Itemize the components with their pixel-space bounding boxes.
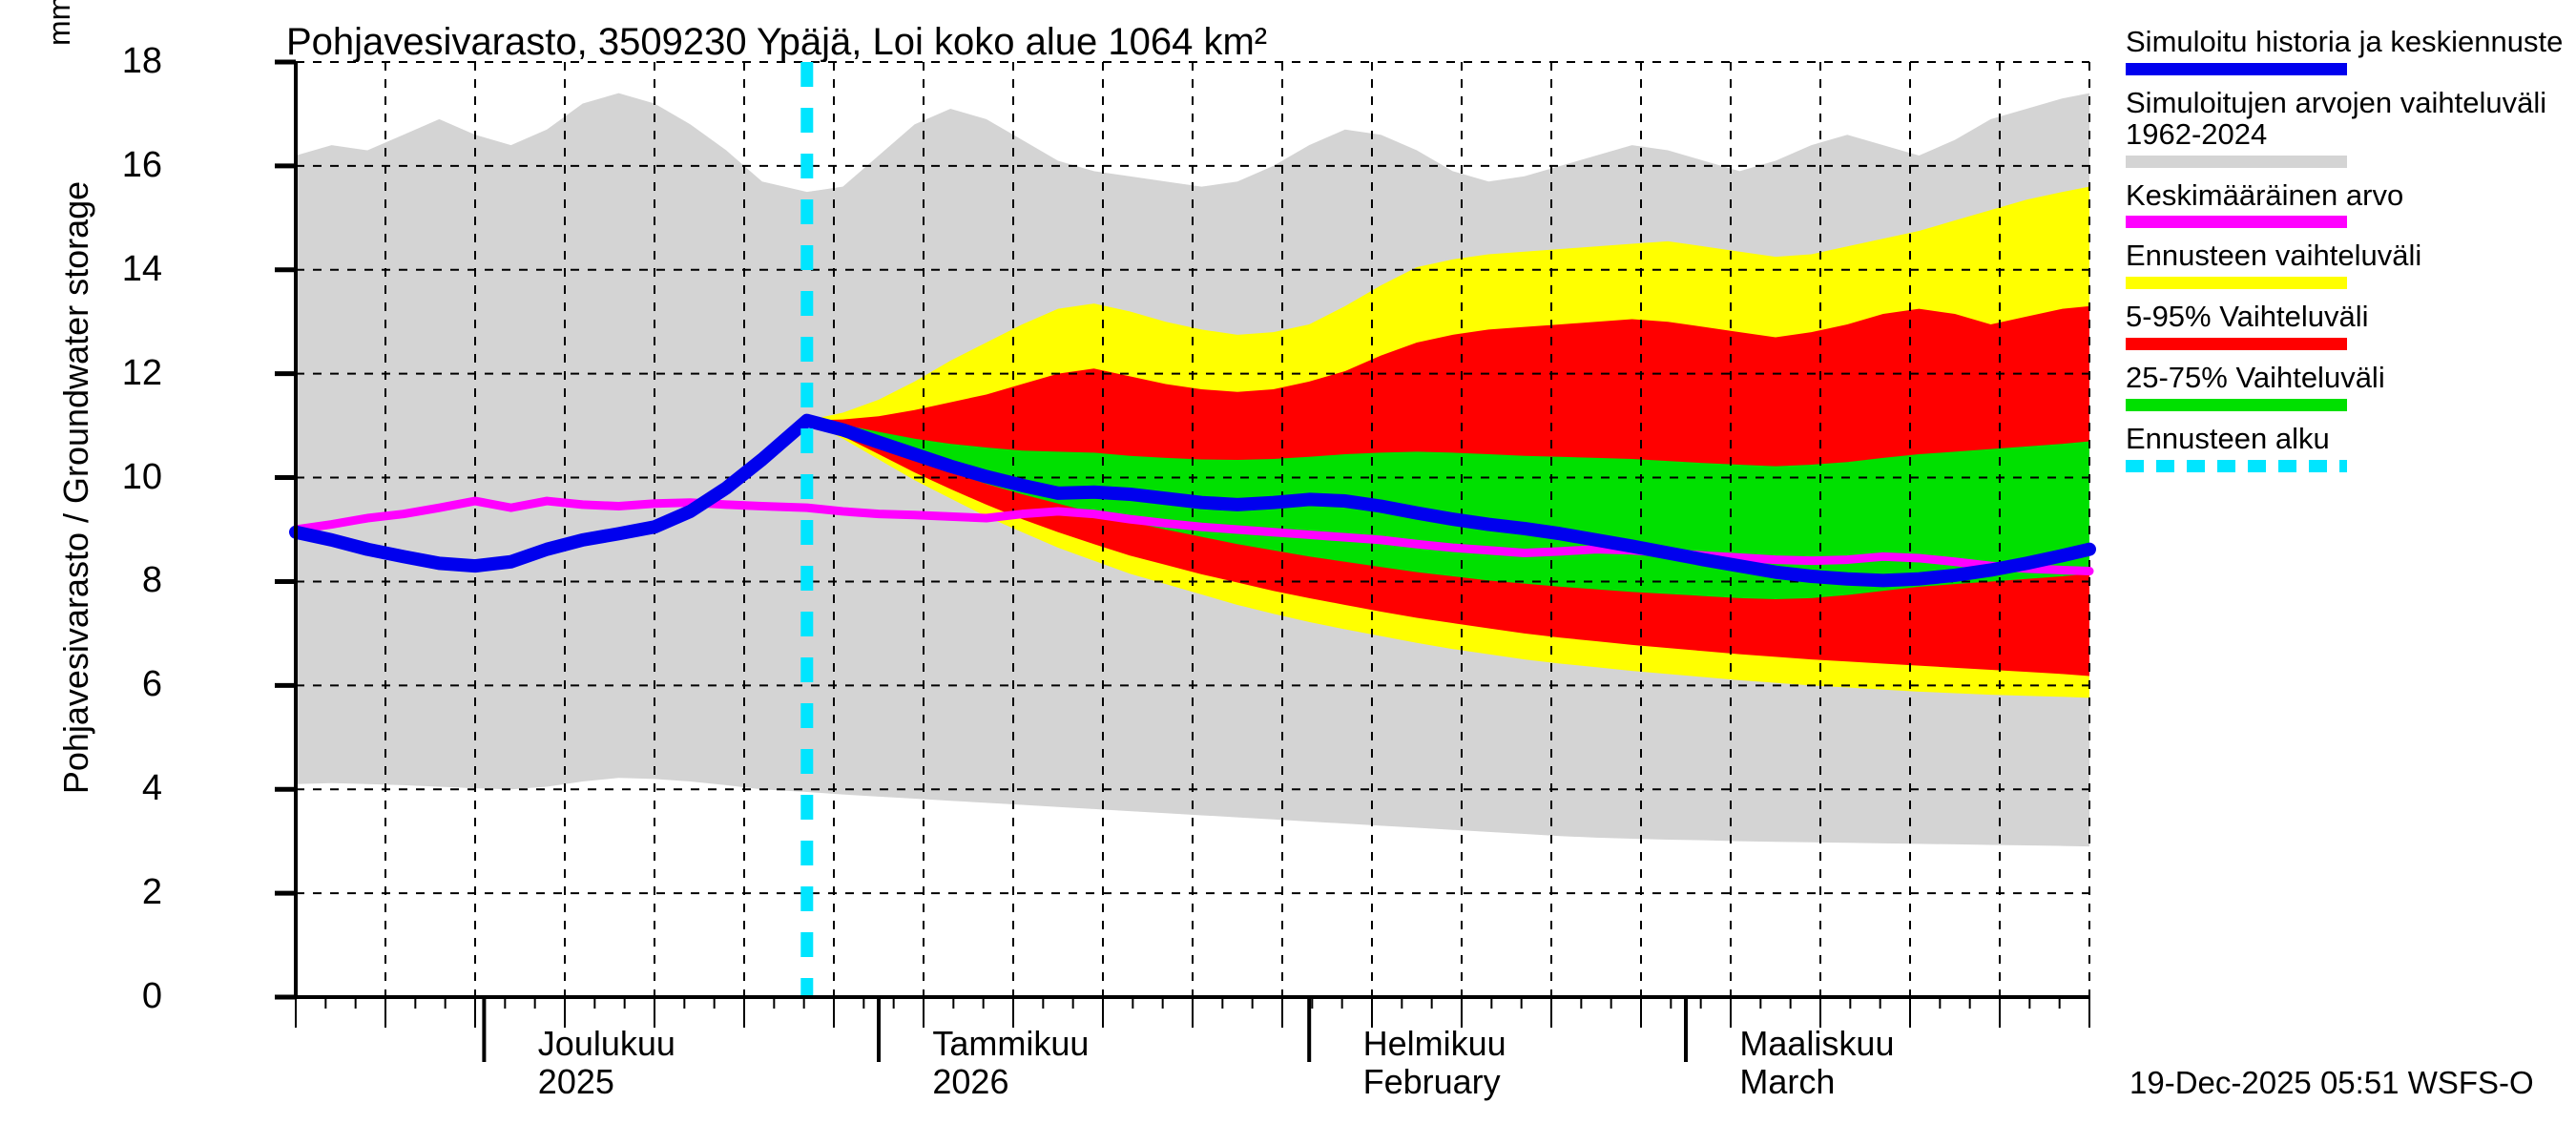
simulated-history-line (289, 413, 2096, 588)
y-tick-label: 8 (141, 560, 162, 601)
x-axis-month-label: Maaliskuu March (1739, 1024, 1895, 1102)
legend-label: Ennusteen vaihteluväli (2126, 239, 2422, 273)
legend-swatch (2126, 155, 2347, 168)
legend-label: 5-95% Vaihteluväli (2126, 300, 2369, 334)
legend-swatch (2126, 338, 2347, 351)
legend-label: Ennusteen alku (2126, 422, 2330, 456)
y-tick-label: 10 (121, 456, 162, 497)
x-axis-month-label: Joulukuu 2025 (537, 1024, 675, 1102)
x-axis-month-label: Tammikuu 2026 (932, 1024, 1090, 1102)
legend-label: Simuloitujen arvojen vaihteluväli 1962-2… (2126, 85, 2547, 151)
mean-value-line (291, 496, 2094, 576)
legend-label: 25-75% Vaihteluväli (2126, 361, 2385, 395)
y-tick-label: 18 (121, 41, 162, 81)
x-axis-month-fi: Helmikuu (1362, 1024, 1506, 1063)
legend-label: Simuloitu historia ja keskiennuste (2126, 25, 2564, 58)
plot-area (275, 59, 2096, 1062)
y-tick-label: 6 (141, 664, 162, 705)
legend-label: Keskimääräinen arvo (2126, 177, 2404, 212)
legend-swatch (2126, 459, 2347, 472)
x-axis-month-en: March (1739, 1062, 1836, 1102)
y-tick-label: 4 (141, 768, 162, 809)
x-axis-month-fi: Joulukuu (537, 1024, 675, 1063)
y-tick-label: 0 (141, 976, 162, 1016)
x-axis-month-fi: Tammikuu (932, 1024, 1090, 1063)
legend-item[interactable]: Ennusteen vaihteluväli (2126, 239, 2574, 290)
x-axis-month-en: 2025 (537, 1062, 614, 1102)
band-25-75 (806, 420, 2089, 599)
footer-timestamp: 19-Dec-2025 05:51 WSFS-O (2129, 1065, 2534, 1100)
legend-swatch (2126, 399, 2347, 412)
y-tick-label: 12 (121, 352, 162, 393)
chart-legend: Simuloitu historia ja keskiennuste Simulo… (2126, 25, 2574, 485)
y-tick-label: 14 (121, 248, 162, 289)
legend-swatch (2126, 277, 2347, 290)
x-axis: Joulukuu 2025 Tammikuu 2026 Helmikuu February… (296, 1011, 2089, 1145)
y-axis-ticks: 0 2 4 6 8 10 12 14 16 18 (95, 0, 162, 1145)
x-axis-month-label: Helmikuu February (1362, 1024, 1506, 1102)
legend-item[interactable]: Keskimääräinen arvo (2126, 177, 2574, 229)
y-tick-label: 16 (121, 144, 162, 185)
x-axis-month-en: 2026 (932, 1062, 1009, 1102)
legend-item[interactable]: 25-75% Vaihteluväli (2126, 361, 2574, 412)
legend-item[interactable]: Simuloitu historia ja keskiennuste (2126, 25, 2574, 75)
page-title: Pohjavesivarasto, 3509230 Ypäjä, Loi kok… (286, 21, 1268, 63)
legend-item[interactable]: Ennusteen alku (2126, 422, 2574, 472)
legend-swatch (2126, 216, 2347, 229)
y-tick-label: 2 (141, 872, 162, 913)
legend-swatch (2126, 62, 2347, 75)
legend-item[interactable]: Simuloitujen arvojen vaihteluväli 1962-2… (2126, 85, 2574, 168)
x-axis-month-fi: Maaliskuu (1739, 1024, 1895, 1063)
legend-item[interactable]: 5-95% Vaihteluväli (2126, 300, 2574, 351)
x-axis-month-en: February (1362, 1062, 1501, 1102)
